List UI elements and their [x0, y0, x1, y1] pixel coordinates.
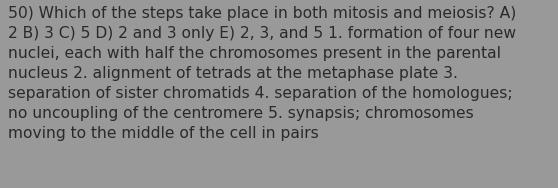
Text: 50) Which of the steps take place in both mitosis and meiosis? A)
2 B) 3 C) 5 D): 50) Which of the steps take place in bot…: [8, 6, 517, 141]
